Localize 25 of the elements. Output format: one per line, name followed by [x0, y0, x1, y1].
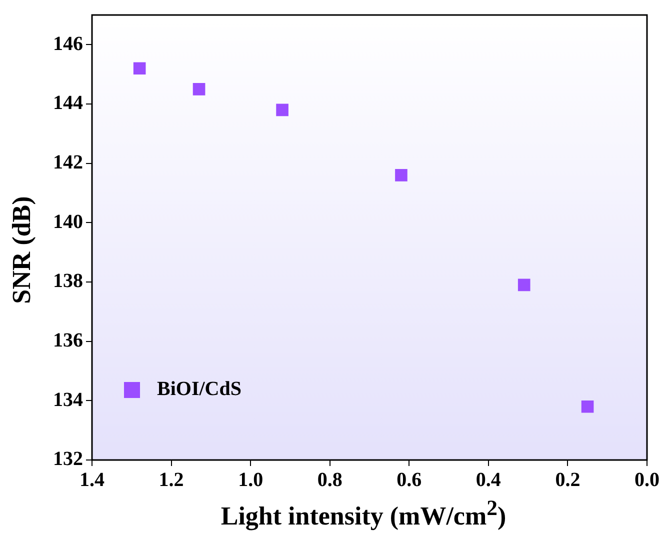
x-axis-title: Light intensity (mW/cm$^{2}$) — [220, 496, 508, 532]
x-tick-label: 1.0 — [238, 469, 264, 492]
x-tick-label: 1.2 — [158, 469, 184, 492]
x-tick-label: 0.2 — [555, 469, 580, 492]
point — [518, 278, 530, 292]
y-tick-label: 134 — [53, 388, 83, 411]
y-tick-label: 142 — [53, 152, 83, 174]
y-tick-label: 138 — [53, 270, 83, 292]
point — [581, 400, 594, 413]
point — [395, 169, 408, 182]
point — [276, 104, 288, 116]
x-tick-label: 0.0 — [634, 469, 660, 492]
y-tick-label: 136 — [53, 330, 83, 352]
y-tick-label: 140 — [53, 210, 83, 233]
x-tick-label: 0.4 — [476, 469, 501, 492]
point — [133, 62, 146, 75]
y-tick-label: 146 — [53, 32, 83, 55]
x-tick-label: 0.8 — [317, 469, 342, 492]
y-tick-label: 132 — [53, 448, 83, 470]
legend-label: BiOI/CdS — [157, 378, 242, 400]
y-tick-label: 144 — [53, 92, 83, 114]
y-axis-title: SNR (dB) — [7, 196, 37, 304]
point — [192, 83, 206, 96]
x-tick-label: 0.6 — [396, 469, 422, 492]
x-tick-label: 1.4 — [80, 469, 104, 492]
